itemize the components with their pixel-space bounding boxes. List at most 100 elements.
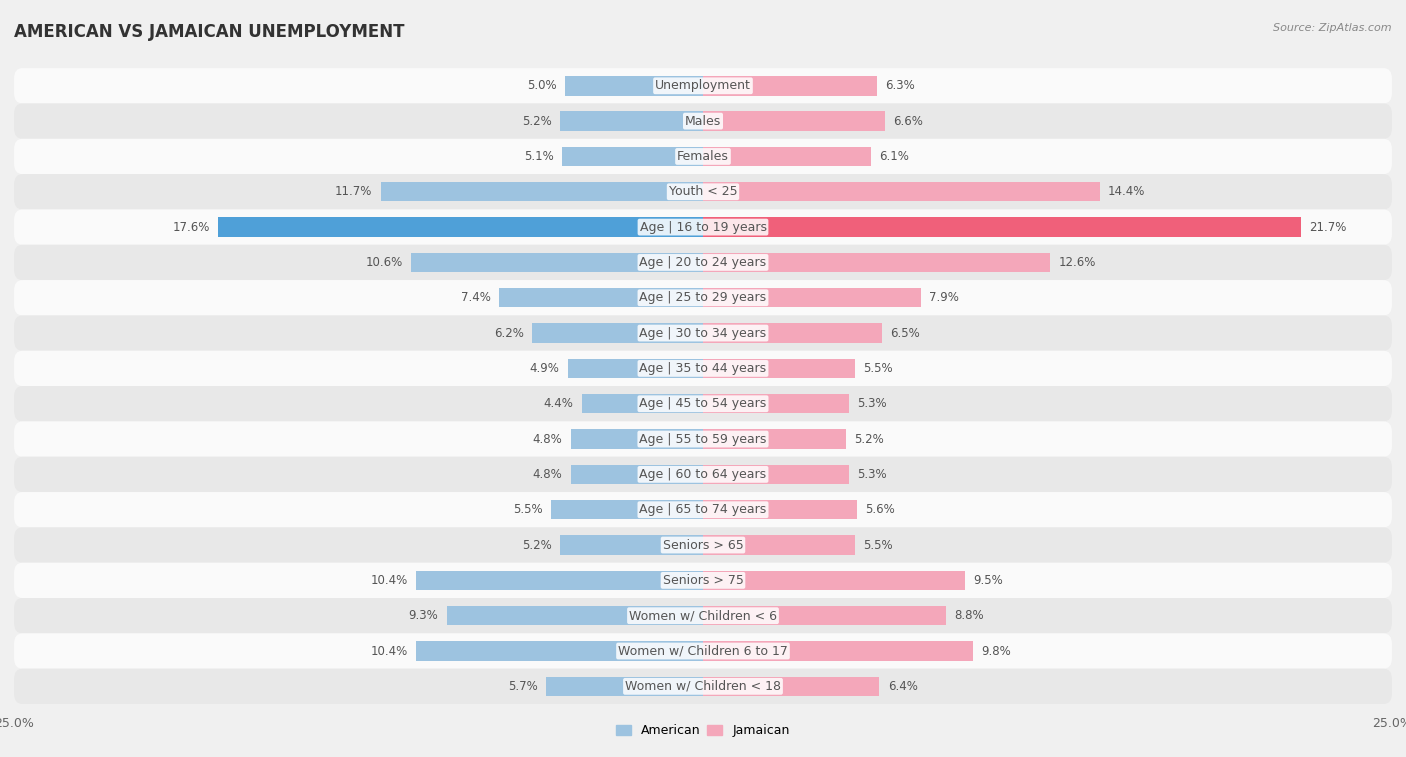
- Text: 5.6%: 5.6%: [866, 503, 896, 516]
- FancyBboxPatch shape: [14, 210, 1392, 245]
- FancyBboxPatch shape: [14, 316, 1392, 350]
- FancyBboxPatch shape: [14, 598, 1392, 634]
- Text: Youth < 25: Youth < 25: [669, 185, 737, 198]
- Text: 11.7%: 11.7%: [335, 185, 373, 198]
- Text: Age | 65 to 74 years: Age | 65 to 74 years: [640, 503, 766, 516]
- FancyBboxPatch shape: [14, 386, 1392, 422]
- Bar: [218, 217, 703, 237]
- Text: 10.4%: 10.4%: [371, 574, 408, 587]
- Bar: [703, 535, 855, 555]
- Bar: [703, 147, 872, 167]
- Bar: [703, 500, 858, 519]
- Text: 5.3%: 5.3%: [858, 397, 887, 410]
- Text: Females: Females: [678, 150, 728, 163]
- Text: Age | 30 to 34 years: Age | 30 to 34 years: [640, 326, 766, 340]
- Text: 21.7%: 21.7%: [1309, 220, 1347, 234]
- FancyBboxPatch shape: [14, 174, 1392, 210]
- Bar: [703, 76, 876, 95]
- Text: 5.2%: 5.2%: [855, 432, 884, 446]
- Text: 9.8%: 9.8%: [981, 644, 1011, 658]
- Bar: [703, 429, 846, 449]
- Bar: [565, 76, 703, 95]
- Text: 7.9%: 7.9%: [929, 291, 959, 304]
- Text: 5.2%: 5.2%: [522, 114, 551, 128]
- FancyBboxPatch shape: [14, 528, 1392, 562]
- Bar: [703, 606, 945, 625]
- Text: 5.1%: 5.1%: [524, 150, 554, 163]
- Bar: [703, 288, 921, 307]
- Text: Seniors > 75: Seniors > 75: [662, 574, 744, 587]
- Bar: [499, 288, 703, 307]
- Text: Age | 20 to 24 years: Age | 20 to 24 years: [640, 256, 766, 269]
- Text: 5.0%: 5.0%: [527, 79, 557, 92]
- Text: 9.5%: 9.5%: [973, 574, 1002, 587]
- Text: 10.4%: 10.4%: [371, 644, 408, 658]
- Text: 6.6%: 6.6%: [893, 114, 922, 128]
- FancyBboxPatch shape: [14, 562, 1392, 598]
- Text: AMERICAN VS JAMAICAN UNEMPLOYMENT: AMERICAN VS JAMAICAN UNEMPLOYMENT: [14, 23, 405, 41]
- Bar: [568, 359, 703, 378]
- Text: 6.4%: 6.4%: [887, 680, 918, 693]
- Bar: [703, 465, 849, 484]
- Bar: [703, 394, 849, 413]
- Bar: [582, 394, 703, 413]
- Bar: [703, 253, 1050, 273]
- Text: 14.4%: 14.4%: [1108, 185, 1146, 198]
- Bar: [703, 571, 965, 590]
- FancyBboxPatch shape: [14, 280, 1392, 316]
- Bar: [703, 323, 882, 343]
- Text: 10.6%: 10.6%: [366, 256, 402, 269]
- Text: Women w/ Children 6 to 17: Women w/ Children 6 to 17: [619, 644, 787, 658]
- Bar: [447, 606, 703, 625]
- Bar: [546, 677, 703, 696]
- FancyBboxPatch shape: [14, 139, 1392, 174]
- FancyBboxPatch shape: [14, 422, 1392, 456]
- Legend: American, Jamaican: American, Jamaican: [612, 719, 794, 743]
- Bar: [703, 359, 855, 378]
- Text: 4.8%: 4.8%: [533, 432, 562, 446]
- FancyBboxPatch shape: [14, 245, 1392, 280]
- Text: 12.6%: 12.6%: [1059, 256, 1095, 269]
- Text: 6.5%: 6.5%: [890, 326, 920, 340]
- Text: Age | 55 to 59 years: Age | 55 to 59 years: [640, 432, 766, 446]
- Text: Age | 60 to 64 years: Age | 60 to 64 years: [640, 468, 766, 481]
- Bar: [571, 429, 703, 449]
- FancyBboxPatch shape: [14, 68, 1392, 104]
- Text: 6.1%: 6.1%: [879, 150, 910, 163]
- Text: Age | 35 to 44 years: Age | 35 to 44 years: [640, 362, 766, 375]
- Text: 5.2%: 5.2%: [522, 538, 551, 552]
- Bar: [703, 641, 973, 661]
- Text: Age | 45 to 54 years: Age | 45 to 54 years: [640, 397, 766, 410]
- Text: 9.3%: 9.3%: [409, 609, 439, 622]
- Bar: [551, 500, 703, 519]
- Text: 6.2%: 6.2%: [494, 326, 524, 340]
- Text: 4.4%: 4.4%: [544, 397, 574, 410]
- Bar: [562, 147, 703, 167]
- Text: 6.3%: 6.3%: [884, 79, 915, 92]
- Text: 17.6%: 17.6%: [173, 220, 209, 234]
- Text: Source: ZipAtlas.com: Source: ZipAtlas.com: [1274, 23, 1392, 33]
- FancyBboxPatch shape: [14, 492, 1392, 528]
- Text: Women w/ Children < 6: Women w/ Children < 6: [628, 609, 778, 622]
- Text: 8.8%: 8.8%: [953, 609, 983, 622]
- Bar: [416, 641, 703, 661]
- Text: Unemployment: Unemployment: [655, 79, 751, 92]
- Bar: [703, 217, 1301, 237]
- Text: 7.4%: 7.4%: [461, 291, 491, 304]
- Bar: [531, 323, 703, 343]
- FancyBboxPatch shape: [14, 104, 1392, 139]
- Text: 5.5%: 5.5%: [863, 362, 893, 375]
- Text: 5.7%: 5.7%: [508, 680, 537, 693]
- Bar: [560, 111, 703, 131]
- Bar: [571, 465, 703, 484]
- Text: Age | 16 to 19 years: Age | 16 to 19 years: [640, 220, 766, 234]
- Bar: [703, 677, 879, 696]
- Text: 5.3%: 5.3%: [858, 468, 887, 481]
- Text: 5.5%: 5.5%: [863, 538, 893, 552]
- Text: Age | 25 to 29 years: Age | 25 to 29 years: [640, 291, 766, 304]
- FancyBboxPatch shape: [14, 350, 1392, 386]
- FancyBboxPatch shape: [14, 668, 1392, 704]
- Bar: [703, 182, 1099, 201]
- Text: Males: Males: [685, 114, 721, 128]
- Bar: [416, 571, 703, 590]
